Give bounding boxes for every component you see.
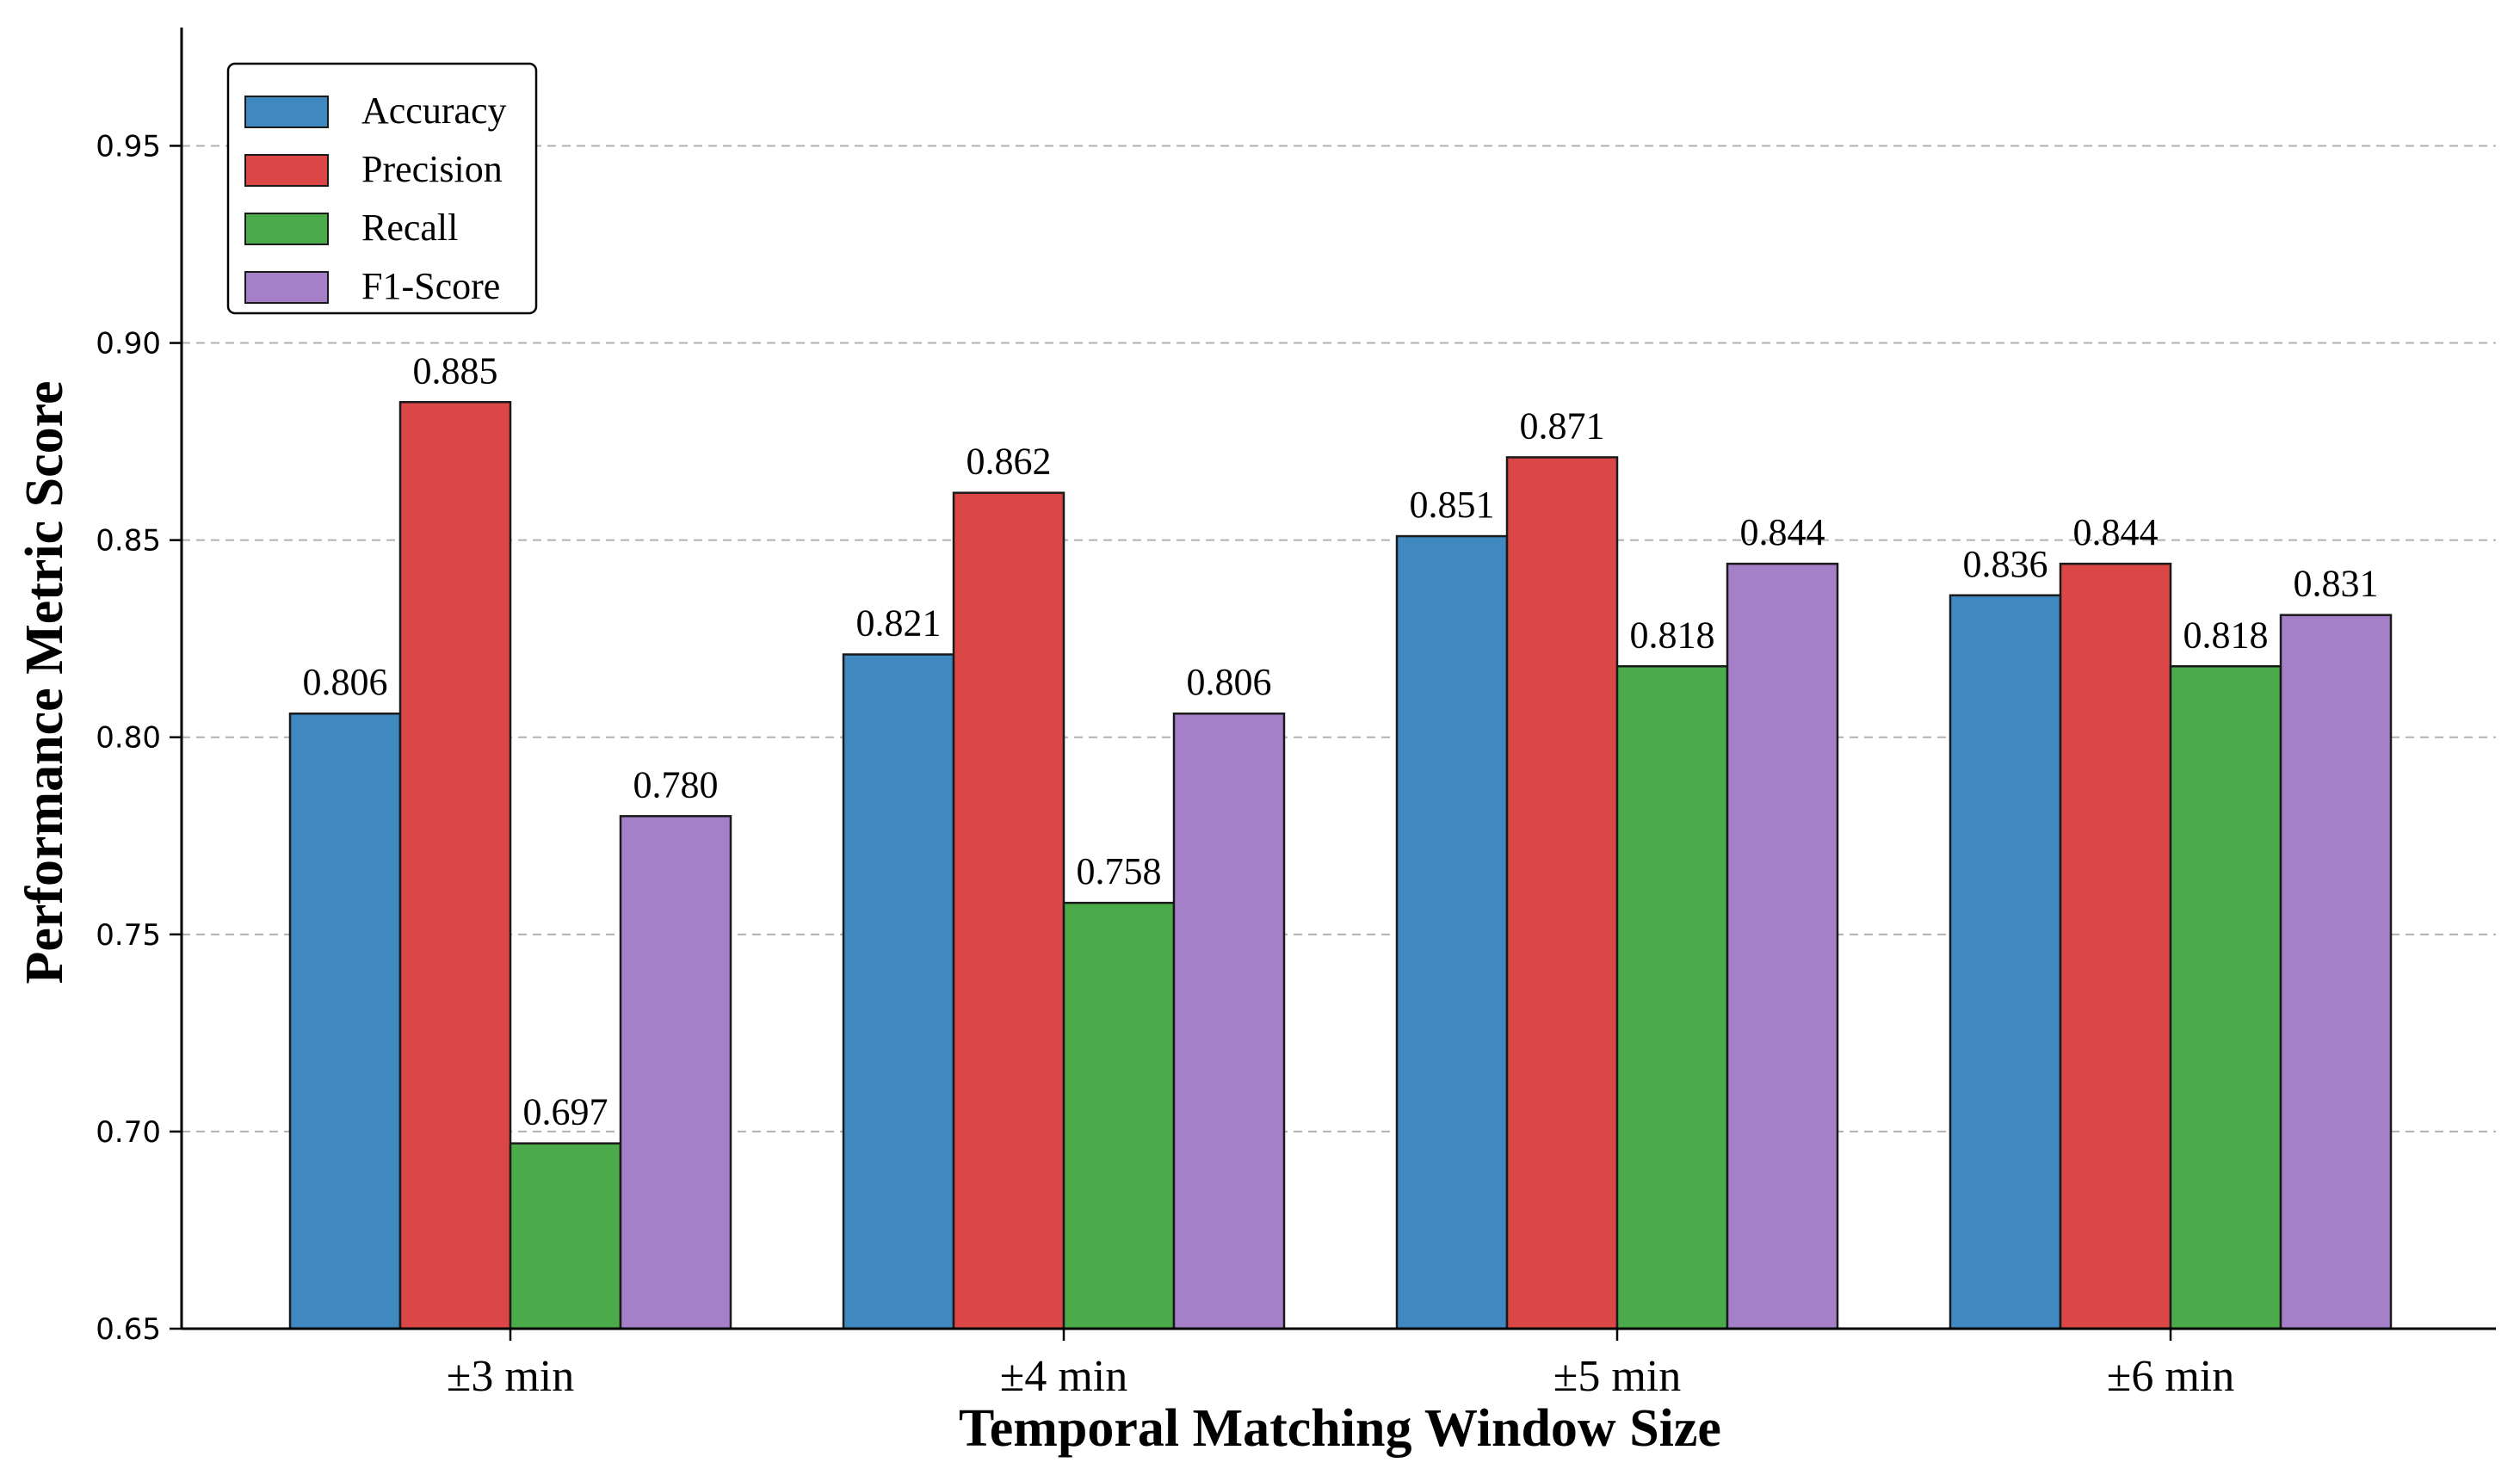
legend-swatch (244, 213, 329, 245)
value-label: 0.758 (1077, 850, 1162, 892)
legend-label: F1-Score (361, 265, 500, 307)
y-tick-label: 0.95 (96, 129, 161, 164)
bar-precision-0 (398, 401, 512, 1330)
bar-accuracy-1 (842, 653, 955, 1330)
bar-precision-2 (1505, 456, 1619, 1330)
value-label: 0.818 (1630, 614, 1715, 656)
legend-swatch (244, 96, 329, 128)
value-labels: 0.806 0.885 0.697 0.780 0.821 0.862 0.758 0.806… (303, 349, 2379, 1132)
value-label: 0.851 (1410, 484, 1495, 526)
x-tick-label: ±5 min (1553, 1352, 1681, 1401)
x-tick-label: ±6 min (2107, 1352, 2234, 1401)
value-label: 0.806 (1187, 661, 1272, 703)
y-tick-label: 0.70 (96, 1115, 161, 1150)
legend-label: Precision (361, 148, 503, 190)
value-label: 0.862 (967, 441, 1052, 483)
value-label: 0.844 (2073, 511, 2159, 553)
bar-recall-1 (1062, 901, 1176, 1330)
bar-f1-score-3 (2279, 614, 2393, 1330)
bar-f1-score-0 (619, 815, 732, 1330)
value-label: 0.885 (413, 349, 498, 392)
value-label: 0.818 (2183, 614, 2269, 656)
bar-f1-score-1 (1172, 712, 1286, 1330)
bar-accuracy-3 (1949, 594, 2062, 1330)
bars (288, 401, 2393, 1330)
value-label: 0.836 (1963, 543, 2048, 585)
y-axis-title: Performance Metric Score (15, 380, 74, 984)
x-tick-label: ±4 min (1000, 1352, 1127, 1401)
y-tick-label: 0.90 (96, 327, 161, 361)
bar-precision-1 (952, 491, 1065, 1330)
value-label: 0.821 (856, 602, 942, 645)
value-label: 0.871 (1520, 404, 1605, 447)
bar-accuracy-2 (1395, 534, 1509, 1330)
bar-f1-score-2 (1726, 562, 1839, 1330)
legend-swatch (244, 271, 329, 304)
value-label: 0.831 (2294, 563, 2379, 605)
bar-recall-0 (509, 1142, 622, 1330)
y-tick-label: 0.85 (96, 524, 161, 558)
y-tick-label: 0.80 (96, 721, 161, 756)
value-label: 0.844 (1740, 511, 1825, 553)
axes: 0.65 0.70 0.75 0.80 0.85 0.90 0.95 ±3 min ±4 min… (96, 28, 2496, 1401)
value-label: 0.697 (523, 1091, 608, 1133)
bar-recall-2 (1615, 665, 1729, 1330)
bar-recall-3 (2169, 665, 2282, 1330)
value-label: 0.806 (303, 661, 388, 703)
bar-accuracy-0 (288, 712, 402, 1330)
legend: Accuracy Precision Recall F1-Score (226, 62, 538, 315)
x-axis-title: Temporal Matching Window Size (959, 1399, 1721, 1458)
y-tick-label: 0.75 (96, 918, 161, 953)
bar-precision-3 (2059, 562, 2172, 1330)
legend-label: Accuracy (361, 89, 507, 132)
grid-lines (182, 145, 2496, 1132)
legend-swatch (244, 154, 329, 187)
value-label: 0.780 (633, 763, 719, 805)
legend-label: Recall (361, 207, 458, 249)
x-tick-label: ±3 min (447, 1352, 574, 1401)
y-tick-label: 0.65 (96, 1312, 161, 1347)
